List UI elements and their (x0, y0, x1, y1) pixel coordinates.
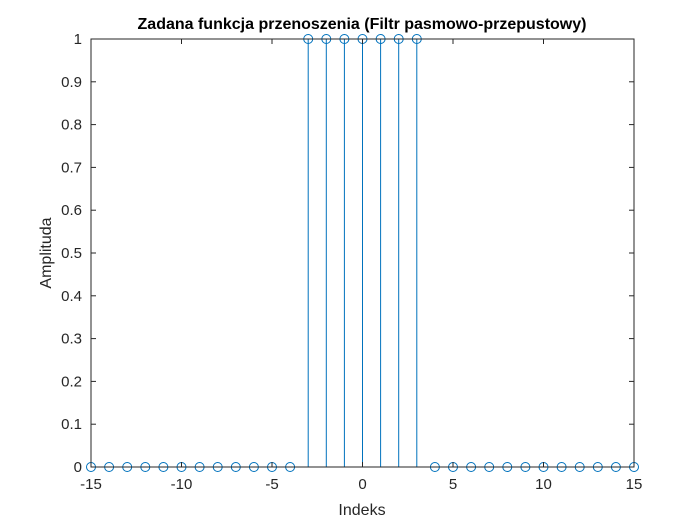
x-tick-label: 15 (626, 476, 643, 493)
y-tick-label: 0.9 (61, 74, 82, 91)
chart-title: Zadana funkcja przenoszenia (Filtr pasmo… (138, 16, 587, 33)
y-tick-label: 0.5 (61, 245, 82, 262)
x-axis-title: Indeks (338, 502, 385, 519)
stems-layer (307, 39, 418, 467)
y-ticks: 0 0.1 0.2 0.3 0.4 0.5 0.6 0.7 0.8 0.9 1 (61, 31, 634, 476)
y-tick-label: 1 (74, 31, 82, 48)
y-tick-label: 0.7 (61, 159, 82, 176)
x-tick-label: -15 (80, 476, 102, 493)
x-tick-label: 5 (449, 476, 457, 493)
y-tick-label: 0 (74, 459, 82, 476)
x-tick-label: -5 (265, 476, 278, 493)
markers-layer (86, 34, 639, 472)
x-ticks: -15 -10 -5 0 5 10 15 (80, 39, 642, 493)
y-axis-title: Amplituda (38, 217, 55, 288)
x-tick-label: 10 (535, 476, 552, 493)
x-tick-label: -10 (171, 476, 193, 493)
y-tick-label: 0.2 (61, 373, 82, 390)
x-tick-label: 0 (358, 476, 366, 493)
y-tick-label: 0.4 (61, 288, 82, 305)
y-tick-label: 0.3 (61, 331, 82, 348)
y-tick-label: 0.8 (61, 117, 82, 134)
y-tick-label: 0.1 (61, 416, 82, 433)
y-tick-label: 0.6 (61, 202, 82, 219)
